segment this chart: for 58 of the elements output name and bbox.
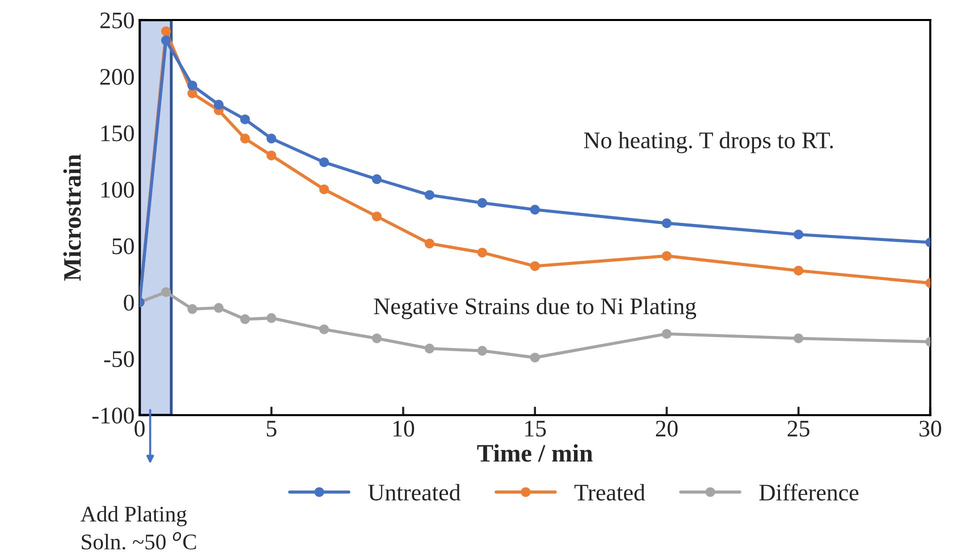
point bbox=[372, 174, 382, 184]
point bbox=[662, 251, 672, 261]
point bbox=[319, 324, 329, 334]
point bbox=[161, 35, 171, 46]
y-tick-label: 250 bbox=[100, 12, 134, 28]
annotation: No heating. T drops to RT. bbox=[584, 132, 833, 154]
point bbox=[161, 287, 171, 297]
x-tick-label: 20 bbox=[656, 420, 678, 437]
y-axis-title: Microstrain bbox=[63, 154, 81, 281]
point bbox=[794, 266, 804, 276]
point bbox=[240, 314, 250, 324]
text: Add Plating Soln. ~50 $^{o}$C bbox=[80, 506, 196, 550]
point bbox=[214, 100, 224, 110]
point bbox=[187, 304, 198, 314]
legend-label: Untreated bbox=[368, 484, 460, 501]
point bbox=[372, 212, 382, 222]
point bbox=[240, 114, 250, 124]
point bbox=[794, 334, 804, 344]
point bbox=[266, 134, 276, 144]
x-tick-label: 0 bbox=[134, 420, 145, 437]
point bbox=[319, 157, 329, 168]
point bbox=[266, 313, 276, 323]
annotation: Negative Strains due to Ni Plating bbox=[374, 298, 696, 320]
y-tick-label: 100 bbox=[101, 182, 134, 198]
point bbox=[424, 238, 434, 248]
point bbox=[530, 204, 540, 215]
point bbox=[187, 88, 198, 98]
x-tick-label: 10 bbox=[393, 420, 414, 437]
point bbox=[530, 261, 540, 271]
y-tick-label: 150 bbox=[101, 125, 134, 142]
x-tick-label: 5 bbox=[266, 420, 276, 437]
y-tick-label: -100 bbox=[92, 408, 134, 424]
point bbox=[266, 150, 276, 160]
point bbox=[424, 344, 434, 354]
x-axis-title: Time / min bbox=[477, 444, 593, 462]
y-tick-label: 50 bbox=[112, 238, 134, 254]
point bbox=[477, 346, 488, 356]
point bbox=[662, 328, 672, 339]
point bbox=[477, 198, 488, 208]
point bbox=[530, 352, 540, 362]
x-tick-label: 15 bbox=[525, 420, 546, 437]
point bbox=[662, 218, 672, 228]
point bbox=[372, 334, 382, 344]
y-tick-label: 0 bbox=[124, 294, 134, 311]
point bbox=[794, 230, 804, 240]
point bbox=[240, 134, 250, 144]
y-tick-label: -50 bbox=[104, 351, 134, 368]
x-tick-label: 30 bbox=[920, 420, 942, 437]
y-tick-label: 200 bbox=[100, 68, 134, 85]
legend-label: Difference bbox=[759, 484, 858, 501]
point bbox=[319, 184, 329, 194]
legend-label: Treated bbox=[574, 484, 646, 501]
point bbox=[424, 190, 434, 200]
point bbox=[214, 303, 224, 313]
point bbox=[477, 248, 488, 258]
x-tick-label: 25 bbox=[788, 420, 810, 437]
point bbox=[161, 26, 171, 36]
point bbox=[187, 80, 198, 90]
